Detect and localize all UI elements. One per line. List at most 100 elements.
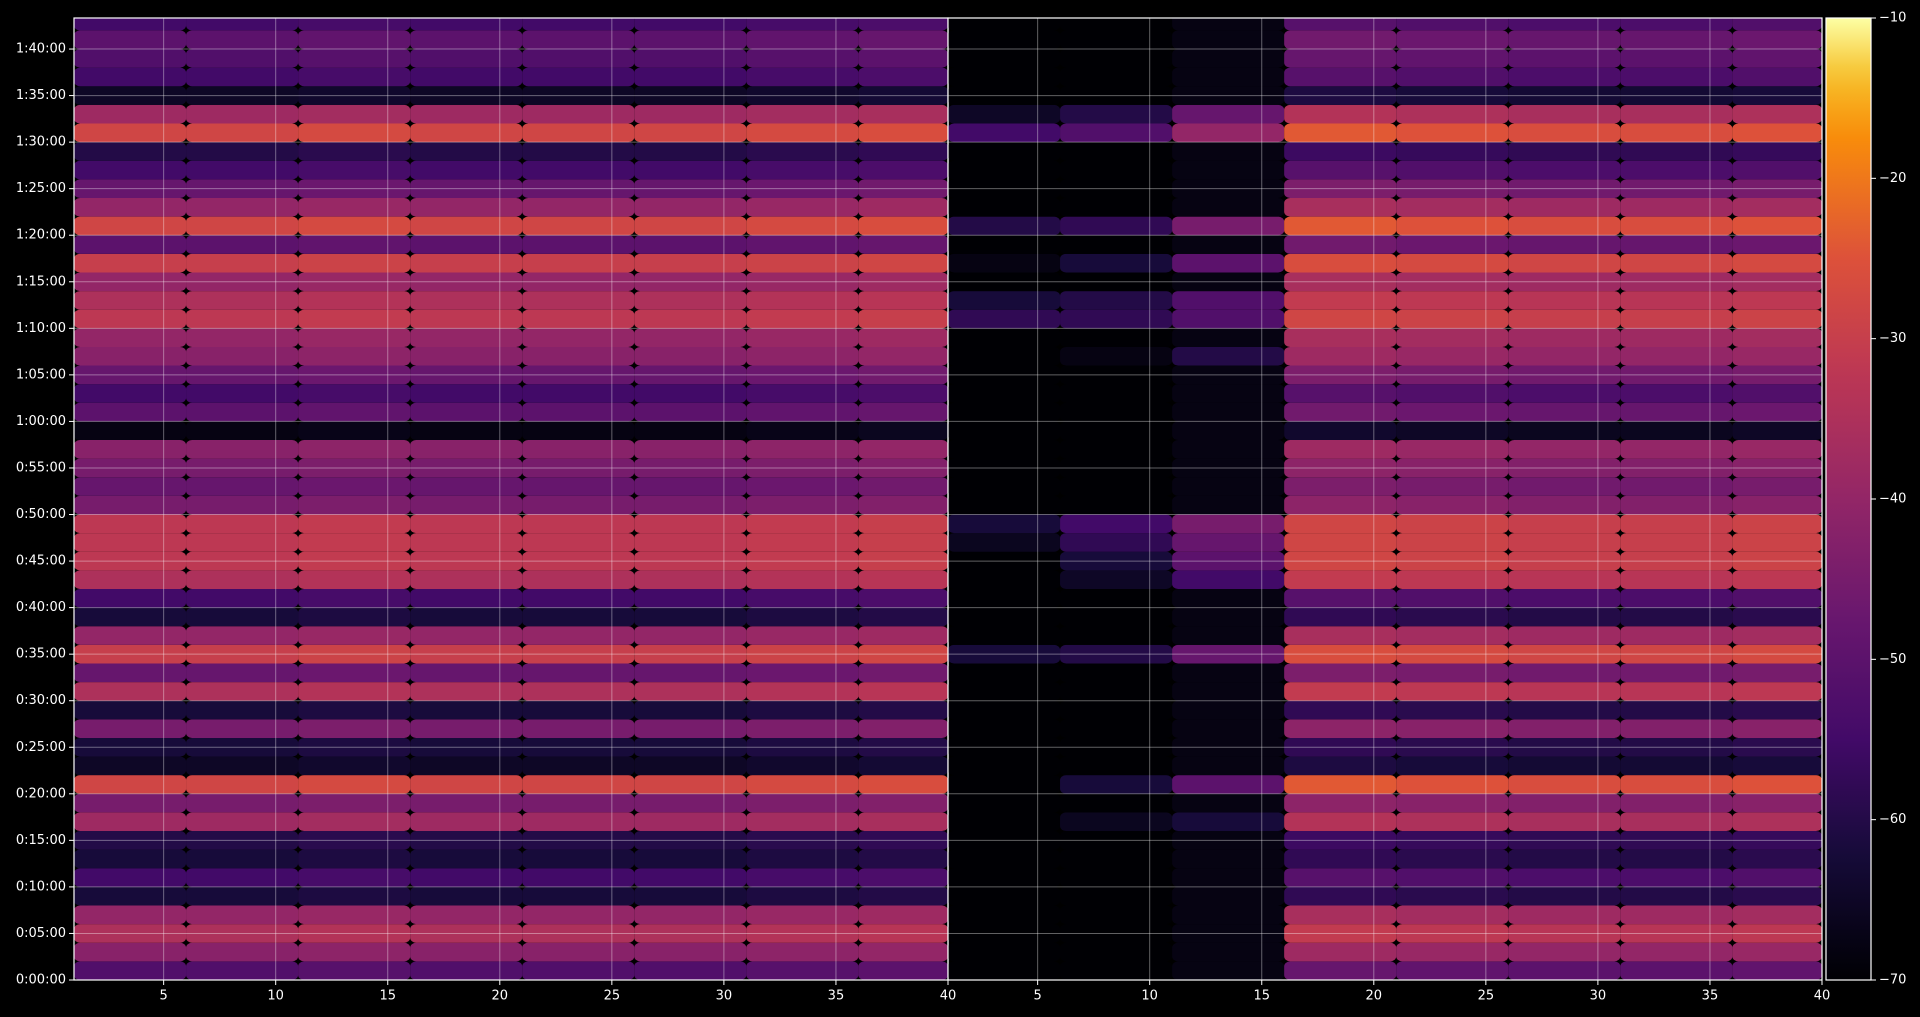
heatmap-cell <box>1172 30 1285 50</box>
heatmap-cell <box>1284 272 1397 292</box>
heatmap-cell <box>74 253 187 273</box>
heatmap-cell <box>74 272 187 292</box>
heatmap-cell <box>298 440 411 459</box>
heatmap-cell <box>186 291 299 310</box>
heatmap-cell <box>298 682 411 701</box>
heatmap-cell <box>1620 831 1733 850</box>
heatmap-cell <box>1620 756 1733 776</box>
heatmap-cell <box>634 440 747 459</box>
heatmap-cell <box>1172 942 1285 962</box>
heatmap-cell <box>1508 570 1621 589</box>
y-tick-label: 1:05:00 <box>16 367 66 382</box>
heatmap-cell <box>1508 868 1621 887</box>
heatmap-cell <box>1060 365 1173 385</box>
heatmap-cell <box>1172 570 1285 589</box>
heatmap-cell <box>858 868 948 887</box>
heatmap-cell <box>298 291 411 310</box>
heatmap-cell <box>948 756 1061 776</box>
heatmap-cell <box>522 272 635 292</box>
heatmap-cell <box>948 886 1061 906</box>
heatmap-cell <box>1284 812 1397 832</box>
heatmap-cell <box>1284 104 1397 124</box>
heatmap-cell <box>410 421 523 441</box>
heatmap-cell <box>634 384 747 403</box>
heatmap-cell <box>1396 402 1509 422</box>
heatmap-cell <box>1060 588 1173 608</box>
heatmap-cell <box>1060 384 1173 403</box>
heatmap-cell <box>298 30 411 50</box>
heatmap-cell <box>1172 551 1285 571</box>
heatmap-cell <box>634 793 747 813</box>
heatmap-cell <box>1060 812 1173 832</box>
y-tick-label: 1:30:00 <box>16 135 66 150</box>
heatmap-cell <box>1732 924 1822 943</box>
heatmap-cell <box>410 756 523 776</box>
y-tick-label: 1:40:00 <box>16 42 66 57</box>
heatmap-cell <box>1172 533 1285 552</box>
heatmap-cell <box>1060 104 1173 124</box>
heatmap-cell <box>746 551 859 571</box>
heatmap-cell <box>298 160 411 180</box>
heatmap-cell <box>634 402 747 422</box>
heatmap-cell <box>410 235 523 254</box>
heatmap-cell <box>634 737 747 757</box>
heatmap-cell <box>1396 961 1509 980</box>
heatmap-cell <box>1620 514 1733 534</box>
heatmap-cell <box>1508 551 1621 571</box>
heatmap-cell <box>186 179 299 198</box>
heatmap-cell <box>74 495 187 515</box>
heatmap-cell <box>1172 905 1285 925</box>
heatmap-cell <box>410 570 523 589</box>
x-tick-label: 30 <box>1590 989 1607 1004</box>
heatmap-cell <box>746 142 859 161</box>
heatmap-cell <box>186 868 299 887</box>
heatmap-cell <box>1060 197 1173 217</box>
heatmap-cell <box>948 588 1061 608</box>
heatmap-cell <box>948 253 1061 273</box>
heatmap-cell <box>1620 365 1733 385</box>
heatmap-cell <box>1732 216 1822 236</box>
heatmap-cell <box>298 831 411 850</box>
heatmap-cell <box>1396 272 1509 292</box>
heatmap-cell <box>1284 961 1397 980</box>
heatmap-cell <box>634 700 747 720</box>
heatmap-cell <box>186 197 299 217</box>
heatmap-cell <box>298 384 411 403</box>
heatmap-cell <box>1732 737 1822 757</box>
x-tick-label: 20 <box>1366 989 1383 1004</box>
heatmap-cell <box>1060 514 1173 534</box>
heatmap-cell <box>634 123 747 143</box>
heatmap-cell <box>858 421 948 441</box>
heatmap-cell <box>186 533 299 552</box>
heatmap-cell <box>948 179 1061 198</box>
heatmap-cell <box>1508 216 1621 236</box>
heatmap-cell <box>1620 179 1733 198</box>
heatmap-cell <box>410 67 523 87</box>
heatmap-cell <box>522 942 635 962</box>
heatmap-cell <box>522 67 635 87</box>
heatmap-cell <box>1396 328 1509 347</box>
heatmap-cell <box>74 551 187 571</box>
heatmap-cell <box>1060 346 1173 366</box>
heatmap-cell <box>298 942 411 962</box>
heatmap-cell <box>1620 868 1733 887</box>
heatmap-cell <box>1284 924 1397 943</box>
heatmap-cell <box>948 235 1061 254</box>
heatmap-cell <box>1396 123 1509 143</box>
heatmap-cell <box>522 831 635 850</box>
heatmap-cell <box>948 104 1061 124</box>
y-tick-label: 0:05:00 <box>16 926 66 941</box>
heatmap-cell <box>1172 440 1285 459</box>
heatmap-cell <box>858 626 948 645</box>
x-tick-label: 10 <box>267 989 284 1004</box>
heatmap-cell <box>1060 626 1173 645</box>
heatmap-cell <box>1732 458 1822 478</box>
heatmap-cell <box>410 142 523 161</box>
heatmap-cell <box>1620 291 1733 310</box>
heatmap-cell <box>522 458 635 478</box>
heatmap-cell <box>522 868 635 887</box>
heatmap-cell <box>298 272 411 292</box>
heatmap-cell <box>1284 868 1397 887</box>
heatmap-cell <box>1060 421 1173 441</box>
heatmap-cell <box>1508 49 1621 68</box>
